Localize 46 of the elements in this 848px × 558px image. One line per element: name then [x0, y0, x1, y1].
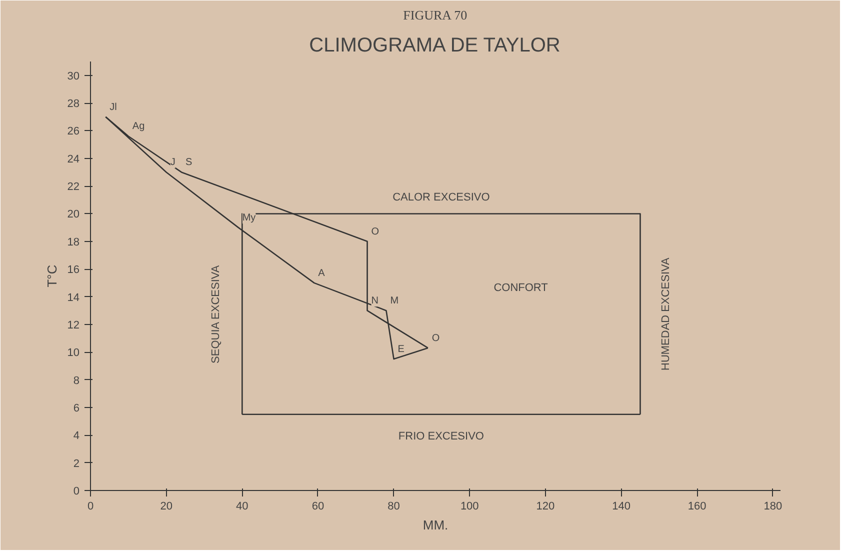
- y-tick-label: 18: [67, 236, 80, 248]
- x-tick-label: 80: [388, 500, 400, 512]
- x-tick-label: 40: [236, 500, 248, 512]
- y-axis-title: T°C: [44, 264, 60, 288]
- annotation: S: [185, 157, 192, 168]
- y-tick-label: 14: [67, 292, 80, 304]
- y-tick-label: 26: [67, 126, 80, 138]
- annotation: O: [432, 332, 440, 344]
- x-tick-label: 140: [612, 500, 630, 512]
- annotation: N: [371, 296, 378, 307]
- x-tick-label: 0: [87, 500, 94, 512]
- x-tick-label: 180: [764, 500, 782, 512]
- annotation: HUMEDAD EXCESIVA: [660, 256, 672, 370]
- annotation: M: [390, 296, 399, 307]
- x-tick-label: 160: [688, 500, 706, 512]
- chart-subtitle: FIGURA 70: [403, 8, 468, 22]
- annotation: J: [170, 157, 176, 168]
- annotation: E: [398, 344, 405, 356]
- annotation: My: [242, 212, 256, 224]
- y-tick-label: 12: [67, 319, 80, 332]
- x-tick-label: 100: [460, 500, 479, 512]
- x-tick-label: 60: [312, 500, 324, 512]
- y-tick-label: 10: [67, 347, 80, 360]
- chart-title: CLIMOGRAMA DE TAYLOR: [309, 34, 560, 56]
- annotation: A: [318, 268, 326, 279]
- y-tick-label: 6: [73, 402, 80, 414]
- x-axis-title: MM.: [422, 518, 448, 532]
- x-tick-label: 120: [536, 500, 555, 512]
- y-tick-label: 0: [73, 486, 80, 498]
- y-tick-label: 30: [67, 70, 80, 82]
- annotation: CALOR EXCESIVO: [392, 192, 490, 204]
- annotation: CONFORT: [494, 282, 548, 294]
- annotation: Ag: [132, 121, 145, 132]
- y-tick-label: 16: [67, 264, 80, 276]
- annotation: SEQUIA EXCESIVA: [210, 264, 222, 364]
- y-tick-label: 22: [67, 181, 80, 194]
- y-tick-label: 8: [73, 374, 80, 387]
- y-tick-label: 28: [67, 98, 80, 110]
- x-tick-label: 20: [160, 500, 172, 512]
- y-tick-label: 20: [67, 208, 80, 221]
- y-tick-label: 2: [73, 458, 80, 470]
- annotation: O: [371, 226, 380, 238]
- y-tick-label: 4: [73, 430, 80, 442]
- annotation: Jl: [110, 102, 117, 113]
- annotation: FRIO EXCESIVO: [398, 430, 484, 442]
- y-tick-label: 24: [67, 153, 80, 166]
